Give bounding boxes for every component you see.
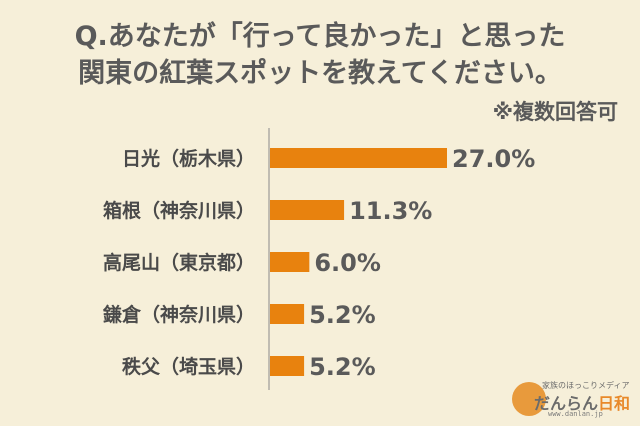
brand-logo: 家族のほっこりメディア だんらん日和 www.danlan.jp: [512, 380, 630, 420]
value-label: 5.2%: [309, 353, 376, 381]
bar: [270, 252, 310, 272]
bar: [270, 304, 305, 324]
title-line-2: 関東の紅葉スポットを教えてください。: [78, 58, 562, 89]
logo-name: だんらん日和: [534, 390, 630, 414]
bar: [270, 148, 447, 168]
category-label: 高尾山（東京都）: [103, 251, 255, 274]
category-label: 鎌倉（神奈川県）: [103, 303, 255, 326]
chart-marks: 日光（栃木県） 27.0% 箱根（神奈川県） 11.3% 高尾山（東京都） 6.0% 鎌倉（…: [103, 128, 535, 390]
category-label: 秩父（埼玉県）: [122, 355, 255, 378]
value-label: 5.2%: [309, 301, 376, 329]
multiple-answer-note: ※複数回答可: [492, 100, 618, 124]
logo-url: www.danlan.jp: [548, 410, 603, 418]
bar: [270, 200, 345, 220]
logo-name-accent: 日和: [598, 394, 631, 413]
bar: [270, 356, 305, 376]
logo-tagline: 家族のほっこりメディア: [542, 381, 630, 390]
logo-circle-icon: [512, 382, 546, 416]
value-label: 6.0%: [314, 249, 381, 277]
title-line-1: Q.あなたが「行って良かった」と思った: [74, 21, 566, 52]
category-label: 箱根（神奈川県）: [103, 199, 255, 222]
logo-name-main: だんらん: [534, 394, 599, 413]
value-label: 11.3%: [349, 197, 432, 225]
category-label: 日光（栃木県）: [122, 147, 255, 170]
value-label: 27.0%: [452, 145, 535, 173]
chart-title: Q.あなたが「行って良かった」と思った 関東の紅葉スポットを教えてください。: [0, 18, 640, 92]
